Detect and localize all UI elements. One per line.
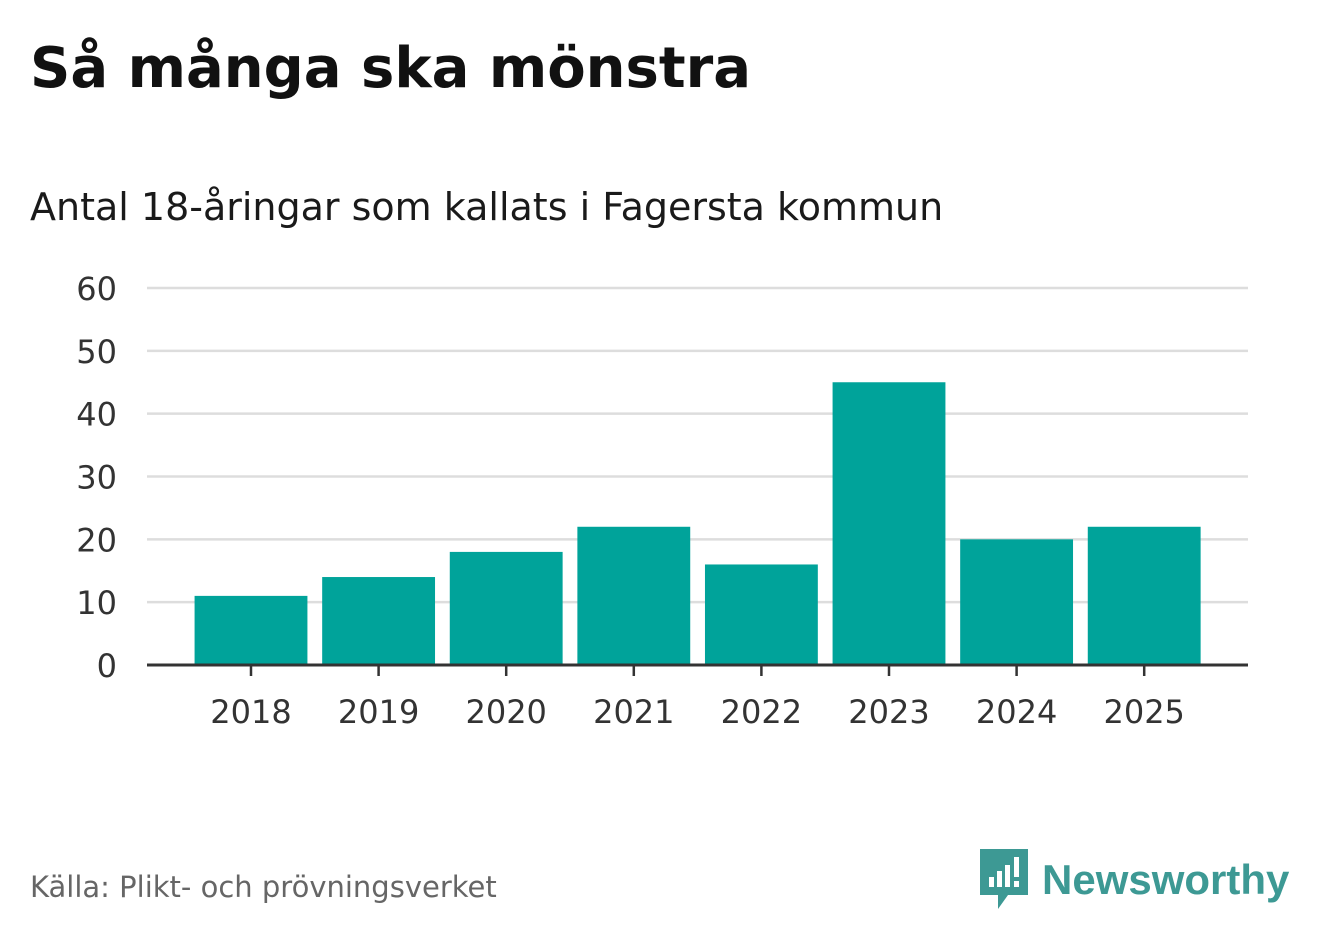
source-note: Källa: Plikt- och prövningsverket	[30, 870, 497, 904]
y-tick-label: 60	[76, 270, 117, 308]
y-tick-label: 0	[97, 647, 117, 685]
bar-2021	[577, 526, 691, 665]
x-tick-label: 2021	[593, 693, 674, 731]
bar-2019	[322, 577, 436, 665]
y-tick-label: 20	[76, 521, 117, 559]
bars	[194, 382, 1201, 665]
x-tick-label: 2018	[210, 693, 291, 731]
chart-subtitle: Antal 18-åringar som kallats i Fagersta …	[30, 185, 944, 229]
y-tick-label: 30	[76, 459, 117, 497]
x-tick-label: 2022	[721, 693, 802, 731]
y-tick-labels: 0 10 20 30 40 50 60	[76, 270, 117, 685]
x-tick-label: 2019	[338, 693, 419, 731]
brand-logo: Newsworthy	[980, 848, 1289, 912]
brand-name: Newsworthy	[1042, 856, 1290, 903]
newsworthy-logo-icon	[980, 849, 1028, 909]
x-tick-label: 2025	[1103, 693, 1184, 731]
x-tick-label: 2020	[465, 693, 546, 731]
bar-2020	[449, 551, 563, 665]
x-tick-label: 2023	[848, 693, 929, 731]
y-tick-label: 50	[76, 333, 117, 371]
y-tick-label: 40	[76, 396, 117, 434]
x-tick-label: 2024	[976, 693, 1057, 731]
x-tick-labels: 2018 2019 2020 2021 2022 2023 2024 2025	[210, 693, 1185, 731]
bar-2023	[832, 382, 946, 665]
bar-2018	[194, 595, 308, 665]
bar-2024	[960, 539, 1074, 665]
bar-2025	[1087, 526, 1201, 665]
bar-2022	[704, 564, 818, 665]
chart-title: Så många ska mönstra	[30, 36, 752, 101]
y-tick-label: 10	[76, 584, 117, 622]
grid-lines	[147, 286, 1248, 604]
x-axis	[147, 663, 1248, 676]
